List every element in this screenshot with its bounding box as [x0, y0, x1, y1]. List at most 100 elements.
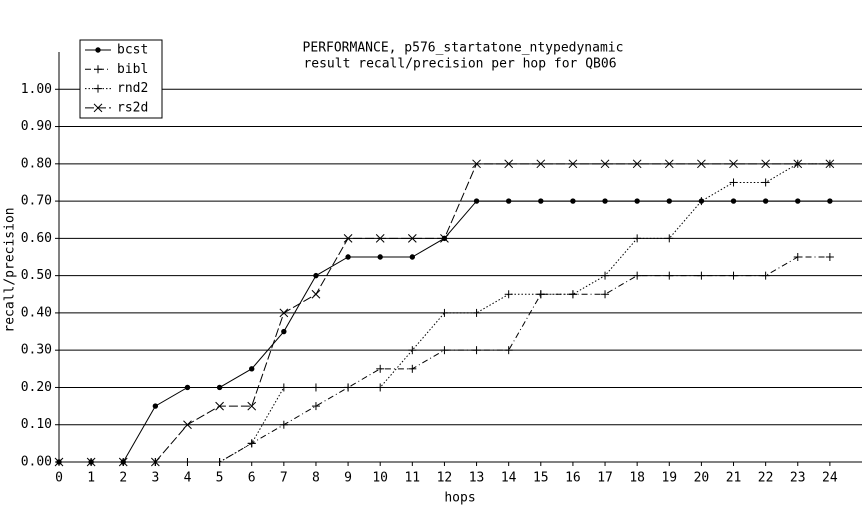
- y-tick-label: 0.00: [21, 455, 52, 470]
- marker-part: [762, 198, 769, 204]
- data-point: [665, 271, 674, 280]
- marker-part: [697, 159, 706, 169]
- marker-part: [504, 159, 514, 169]
- series-line: [59, 256, 830, 463]
- data-point: [793, 253, 802, 261]
- data-point: [247, 401, 257, 411]
- data-point: [345, 254, 351, 260]
- data-point: [761, 159, 770, 169]
- x-tick-label: 12: [437, 471, 453, 486]
- marker-part: [281, 328, 287, 335]
- data-point: [697, 197, 706, 206]
- y-tick-label: 0.40: [21, 305, 52, 320]
- marker-part: [570, 198, 576, 204]
- marker-part: [440, 234, 449, 243]
- data-point: [504, 346, 513, 355]
- legend-box: [79, 39, 163, 119]
- x-tick-label: 14: [501, 471, 517, 486]
- data-point: [793, 159, 803, 169]
- x-tick-label: 1: [87, 471, 95, 486]
- data-point: [247, 439, 256, 448]
- legend-label: bcst: [117, 43, 148, 58]
- data-point: [440, 234, 449, 243]
- data-point: [183, 458, 192, 466]
- data-point: [376, 383, 385, 392]
- y-axis-label: recall/precision: [3, 207, 18, 332]
- data-point: [761, 271, 770, 280]
- marker-part: [152, 403, 159, 409]
- data-point: [665, 234, 674, 243]
- marker-part: [536, 159, 546, 169]
- y-tick-label: 0.10: [21, 417, 52, 432]
- legend-marker: [94, 65, 102, 74]
- data-point: [634, 198, 640, 204]
- marker-part: [216, 384, 223, 391]
- marker-part: [86, 457, 96, 467]
- marker-part: [345, 254, 351, 260]
- x-tick-label: 3: [151, 471, 159, 486]
- data-point: [279, 308, 289, 318]
- x-tick-label: 20: [694, 471, 710, 486]
- marker-part: [634, 198, 640, 204]
- data-point: [697, 159, 706, 169]
- x-tick-label: 9: [344, 471, 352, 486]
- data-point: [216, 384, 223, 391]
- data-point: [633, 271, 642, 280]
- data-point: [633, 234, 642, 243]
- marker-part: [505, 198, 512, 204]
- data-point: [407, 234, 417, 243]
- marker-part: [151, 457, 160, 467]
- data-point: [409, 254, 416, 260]
- x-tick-label: 23: [790, 471, 806, 486]
- data-point: [729, 271, 738, 280]
- chart-subtitle: result recall/precision per hop for QB06: [303, 57, 616, 72]
- data-point: [376, 364, 385, 373]
- marker-part: [730, 198, 737, 204]
- data-point: [729, 178, 738, 187]
- marker-part: [795, 198, 801, 204]
- marker-part: [407, 234, 417, 243]
- data-point: [505, 198, 512, 204]
- data-point: [215, 458, 224, 466]
- x-tick-label: 5: [216, 471, 224, 486]
- marker-part: [95, 47, 101, 53]
- marker-part: [666, 198, 672, 204]
- data-point: [281, 328, 287, 335]
- x-tick-label: 0: [55, 471, 63, 486]
- marker-part: [729, 159, 738, 169]
- y-tick-label: 0.60: [21, 231, 52, 246]
- data-point: [279, 383, 288, 392]
- data-point: [664, 159, 674, 169]
- legend-label: rnd2: [117, 81, 148, 96]
- data-point: [440, 308, 449, 317]
- x-tick-label: 24: [822, 471, 838, 486]
- data-point: [311, 289, 321, 299]
- marker-part: [793, 159, 803, 169]
- marker-part: [93, 103, 103, 113]
- marker-part: [311, 289, 321, 299]
- x-tick-label: 17: [597, 471, 613, 486]
- data-point: [600, 159, 610, 169]
- x-tick-label: 18: [629, 471, 645, 486]
- data-point: [377, 254, 383, 260]
- data-point: [472, 159, 481, 169]
- x-tick-label: 10: [372, 471, 388, 486]
- data-point: [440, 346, 449, 355]
- data-point: [827, 198, 833, 204]
- x-tick-label: 7: [280, 471, 288, 486]
- data-point: [601, 290, 610, 299]
- data-point: [666, 198, 672, 204]
- marker-part: [184, 384, 191, 391]
- marker-part: [313, 272, 319, 279]
- marker-part: [343, 234, 353, 243]
- data-point: [472, 308, 481, 317]
- x-tick-label: 16: [565, 471, 581, 486]
- legend-label: bibl: [117, 62, 148, 77]
- y-tick-label: 1.00: [21, 82, 52, 97]
- marker-part: [375, 234, 385, 243]
- marker-part: [825, 159, 835, 169]
- marker-part: [827, 198, 833, 204]
- data-point: [473, 198, 480, 204]
- legend-marker: [94, 84, 102, 93]
